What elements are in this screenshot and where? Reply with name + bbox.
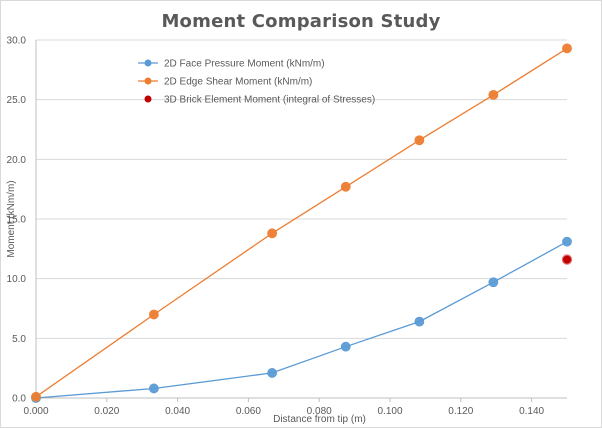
y-tick-label: 0.0: [12, 394, 26, 405]
series-line-1: [35, 241, 568, 399]
data-point-series-2[interactable]: [31, 391, 41, 402]
x-tick-label: 0.040: [165, 406, 190, 417]
legend-marker-2: [144, 77, 152, 85]
legend-marker-1: [144, 59, 152, 67]
x-tick-label: 0.020: [94, 406, 119, 417]
x-tick-label: 0.120: [448, 406, 473, 417]
data-point-series-1[interactable]: [340, 341, 351, 352]
x-tick-label: 0.000: [23, 406, 48, 417]
y-tick-label: 15.0: [7, 215, 27, 226]
legend-marker-3: [144, 95, 152, 103]
y-tick-label: 10.0: [7, 274, 27, 285]
data-point-series-2[interactable]: [340, 181, 351, 192]
data-point-series-2[interactable]: [267, 228, 278, 239]
data-point-series-2[interactable]: [148, 309, 159, 320]
data-point-series-2[interactable]: [562, 43, 572, 54]
data-point-series-3[interactable]: [561, 254, 573, 265]
data-point-series-1[interactable]: [562, 236, 572, 247]
legend-entry-3[interactable]: 3D Brick Element Moment (integral of Str…: [164, 95, 375, 106]
y-tick-label: 5.0: [12, 334, 26, 345]
x-tick-label: 0.140: [519, 406, 544, 417]
y-tick-label: 30.0: [7, 36, 27, 47]
legend-entry-1[interactable]: 2D Face Pressure Moment (kNm/m): [164, 59, 325, 70]
x-tick-label: 0.100: [377, 406, 402, 417]
x-tick-label: 0.080: [307, 406, 332, 417]
y-tick-label: 25.0: [7, 95, 27, 106]
data-point-series-1[interactable]: [488, 277, 499, 288]
x-axis-label: Distance from tip (m): [273, 414, 366, 425]
chart-title: Moment Comparison Study: [161, 11, 441, 32]
legend-entry-2[interactable]: 2D Edge Shear Moment (kNm/m): [164, 77, 312, 88]
y-tick-label: 20.0: [7, 155, 27, 166]
y-axis-label: Moment (kNm/m): [6, 180, 17, 257]
data-point-series-1[interactable]: [414, 316, 425, 327]
data-point-series-1[interactable]: [267, 368, 278, 378]
data-point-series-1[interactable]: [148, 383, 159, 394]
data-point-series-2[interactable]: [488, 89, 499, 100]
x-tick-label: 0.060: [236, 406, 261, 417]
data-point-series-2[interactable]: [414, 135, 425, 146]
